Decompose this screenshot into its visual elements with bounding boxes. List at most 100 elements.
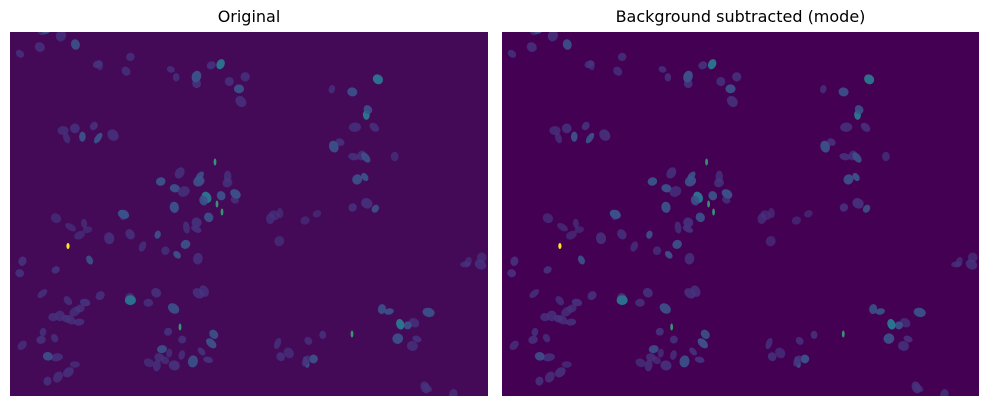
cell-nucleus: [43, 376, 52, 386]
cell-nucleus: [531, 327, 539, 337]
cell-nucleus: [882, 151, 890, 162]
cell-nucleus: [167, 303, 180, 314]
cell-nucleus: [700, 329, 710, 339]
cell-nucleus: [565, 318, 577, 326]
cell-nucleus: [852, 198, 864, 209]
cell-nucleus: [193, 252, 203, 265]
cell-nucleus: [659, 303, 671, 314]
cell-nucleus: [694, 356, 705, 364]
cell-nucleus: [155, 177, 166, 186]
cell-nucleus: [687, 171, 696, 181]
cell-nucleus: [767, 352, 777, 362]
cell-nucleus: [542, 333, 551, 343]
cell-nucleus: [577, 255, 585, 265]
cell-nucleus: [206, 61, 216, 70]
cell-nucleus: [104, 232, 115, 245]
cell-nucleus: [169, 184, 180, 193]
cell-nucleus: [542, 213, 554, 224]
cell-nucleus: [187, 355, 198, 368]
cell-nucleus: [547, 32, 559, 42]
cell-nucleus: [507, 49, 517, 58]
cell-nucleus: [74, 318, 85, 326]
cell-nucleus: [392, 333, 404, 344]
cell-nucleus: [683, 70, 693, 83]
cell-nucleus: [658, 66, 667, 73]
cell-nucleus: [572, 218, 579, 229]
cell-nucleus: [195, 171, 204, 181]
cell-nucleus: [585, 132, 595, 144]
cell-nucleus: [396, 318, 405, 330]
cell-nucleus: [348, 122, 361, 132]
cell-nucleus: [55, 32, 67, 42]
cell-nucleus: [765, 337, 773, 350]
cell-nucleus: [810, 330, 818, 339]
cell-nucleus: [672, 239, 682, 249]
cell-nucleus: [183, 221, 190, 234]
cell-nucleus: [216, 59, 225, 70]
cell-nucleus: [37, 289, 48, 299]
cell-nucleus: [319, 330, 327, 339]
cell-nucleus: [555, 296, 565, 306]
cell-nucleus: [840, 122, 853, 132]
cell-nucleus: [510, 256, 519, 266]
cell-nucleus: [74, 230, 85, 240]
cell-nucleus: [124, 295, 136, 306]
cell-nucleus: [561, 123, 572, 134]
cell-nucleus: [117, 209, 130, 219]
cell-nucleus: [652, 246, 662, 255]
cell-nucleus: [347, 87, 358, 97]
cell-nucleus: [377, 304, 386, 315]
elongated-cell: [705, 158, 708, 166]
cell-nucleus: [361, 198, 373, 209]
cell-nucleus: [683, 217, 694, 228]
cell-nucleus: [371, 204, 380, 213]
cell-nucleus: [819, 85, 827, 94]
image-background: [502, 32, 979, 396]
cell-nucleus: [775, 347, 786, 359]
cell-nucleus: [369, 122, 380, 132]
cell-nucleus: [348, 203, 357, 212]
cell-nucleus: [173, 250, 181, 259]
cell-nucleus: [476, 252, 487, 263]
cell-nucleus: [543, 266, 552, 274]
cell-nucleus: [178, 335, 187, 344]
cell-nucleus: [300, 216, 310, 225]
cell-nucleus: [143, 358, 155, 368]
cell-nucleus: [697, 338, 708, 349]
cell-nucleus: [348, 153, 359, 161]
cell-nucleus: [276, 207, 284, 219]
cell-nucleus: [138, 241, 147, 252]
background-subtracted-image-canvas: [502, 32, 979, 396]
cell-nucleus: [191, 70, 202, 83]
cell-nucleus: [53, 371, 63, 383]
cell-nucleus: [561, 306, 573, 317]
cell-nucleus: [39, 327, 47, 337]
elongated-cell: [178, 323, 182, 331]
cell-nucleus: [390, 151, 399, 162]
cell-nucleus: [204, 212, 214, 223]
cell-nucleus: [661, 201, 671, 213]
background-subtracted-panel-title: Background subtracted (mode): [615, 7, 866, 26]
cell-nucleus: [894, 321, 903, 330]
cell-nucleus: [843, 174, 854, 185]
cell-nucleus: [507, 269, 517, 278]
cell-nucleus: [197, 347, 206, 356]
cell-nucleus: [177, 186, 190, 197]
image-background: [10, 32, 488, 396]
cell-nucleus: [791, 216, 801, 225]
cell-nucleus: [595, 232, 607, 245]
cell-nucleus: [199, 195, 208, 206]
cell-nucleus: [51, 266, 60, 274]
cell-nucleus: [240, 72, 250, 82]
cell-nucleus: [274, 235, 285, 247]
cell-nucleus: [63, 296, 73, 306]
cell-nucleus: [544, 371, 555, 383]
cell-nucleus: [669, 186, 682, 197]
cell-nucleus: [69, 361, 80, 368]
cell-nucleus: [556, 315, 568, 325]
cell-nucleus: [50, 333, 59, 343]
cell-nucleus: [81, 218, 88, 229]
cell-nucleus: [36, 335, 46, 344]
cell-nucleus: [839, 203, 849, 212]
cell-nucleus: [860, 122, 871, 132]
